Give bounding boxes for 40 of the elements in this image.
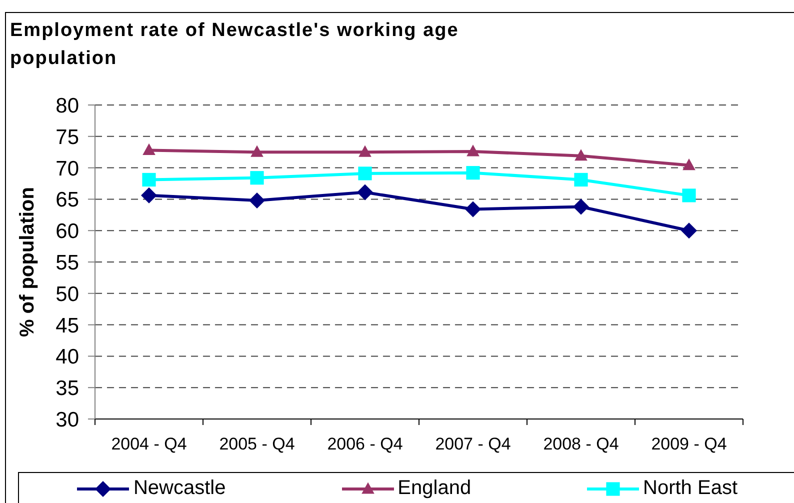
legend-label: England (398, 477, 472, 500)
y-tick-label: 50 (56, 282, 79, 306)
point (573, 198, 589, 215)
point (681, 222, 697, 239)
point (466, 144, 480, 156)
point (574, 172, 588, 187)
x-tick-label: 2004 - Q4 (111, 434, 187, 454)
point (141, 187, 157, 204)
x-tick-label: 2009 - Q4 (651, 434, 727, 454)
y-tick-label: 55 (56, 251, 79, 274)
point (142, 172, 156, 187)
point (142, 143, 156, 156)
x-tick-label: 2008 - Q4 (543, 434, 619, 454)
y-tick-label: 45 (56, 314, 79, 338)
y-tick-label: 70 (56, 157, 79, 180)
point (358, 166, 372, 180)
y-axis-title: % of population (16, 187, 38, 337)
point (466, 166, 480, 180)
x-tick-label: 2007 - Q4 (435, 434, 511, 454)
y-tick-label: 60 (56, 220, 79, 244)
chart-title: Employment rate of Newcastle's working age population (10, 19, 460, 71)
y-tick-label: 80 (56, 94, 79, 118)
point (682, 158, 696, 170)
point (250, 171, 264, 185)
point (249, 192, 265, 208)
y-tick-label: 30 (56, 408, 79, 432)
y-tick-label: 65 (56, 188, 79, 212)
x-tick-label: 2005 - Q4 (219, 434, 295, 454)
point (574, 149, 588, 161)
y-tick-label: 40 (56, 346, 79, 369)
point (682, 188, 696, 202)
legend-label: Newcastle (133, 477, 226, 500)
x-tick-label: 2006 - Q4 (327, 434, 403, 454)
point (357, 184, 373, 200)
point (250, 145, 264, 157)
y-tick-label: 35 (56, 377, 79, 400)
legend-label: North East (643, 477, 738, 500)
point (465, 201, 481, 218)
point (358, 145, 372, 157)
y-tick-label: 75 (56, 126, 79, 149)
